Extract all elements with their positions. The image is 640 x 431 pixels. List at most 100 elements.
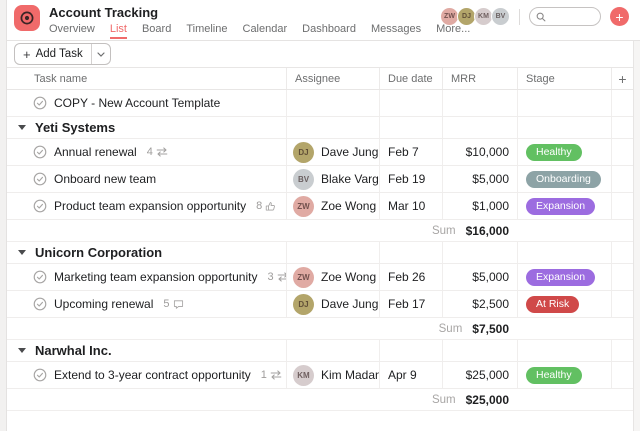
task-row[interactable]: Product team expansion opportunity 8 ZW Zoe…: [7, 193, 633, 220]
complete-task-icon[interactable]: [33, 172, 47, 186]
task-badge: 5: [163, 298, 183, 310]
mrr-cell[interactable]: $25,000: [443, 362, 518, 388]
extra-cell: [612, 90, 633, 116]
stage-cell[interactable]: Onboarding: [518, 166, 612, 192]
tab-timeline[interactable]: Timeline: [186, 23, 228, 35]
tab-messages[interactable]: Messages: [370, 23, 422, 35]
mrr-cell[interactable]: $5,000: [443, 264, 518, 290]
create-button[interactable]: +: [610, 7, 629, 26]
mrr-cell[interactable]: $10,000: [443, 139, 518, 165]
stage-cell[interactable]: Expansion: [518, 193, 612, 219]
mrr-cell[interactable]: [443, 90, 518, 116]
assignee-cell[interactable]: BV Blake Vargas: [287, 166, 380, 192]
due-date-cell[interactable]: Apr 9: [380, 362, 443, 388]
member-avatar[interactable]: BV: [491, 7, 510, 26]
assignee-cell[interactable]: DJ Dave Jung: [287, 139, 380, 165]
stage-pill[interactable]: Expansion: [526, 197, 596, 215]
due-date-cell[interactable]: [380, 90, 443, 116]
add-column-button[interactable]: +: [618, 70, 627, 87]
assignee-name: Zoe Wong: [321, 270, 377, 284]
stage-cell[interactable]: At Risk: [518, 291, 612, 317]
mrr-cell[interactable]: $1,000: [443, 193, 518, 219]
stage-cell[interactable]: Healthy: [518, 362, 612, 388]
tab-more[interactable]: More...: [436, 23, 471, 35]
due-date-cell[interactable]: Feb 26: [380, 264, 443, 290]
empty-cell: [287, 242, 380, 263]
assignee-name: Dave Jung: [321, 145, 379, 159]
task-row[interactable]: Upcoming renewal 5 DJ Dave Jung Feb 17 $2,500…: [7, 291, 633, 318]
column-header-stage[interactable]: Stage: [518, 68, 612, 89]
stage-pill[interactable]: Healthy: [526, 366, 582, 384]
stage-cell[interactable]: Expansion: [518, 264, 612, 290]
tab-overview[interactable]: Overview: [49, 23, 95, 35]
section-row: Unicorn Corporation: [7, 242, 633, 264]
search-icon: [536, 12, 546, 21]
collapse-section-icon[interactable]: [18, 250, 26, 255]
task-row[interactable]: Annual renewal 4 DJ Dave Jung Feb 7 $10,000 He…: [7, 139, 633, 166]
subtask-icon: [277, 272, 286, 282]
empty-cell: [612, 117, 633, 138]
stage-pill[interactable]: Onboarding: [526, 170, 601, 188]
assignee-avatar: BV: [293, 168, 314, 190]
assignee-name: Dave Jung: [321, 297, 379, 311]
complete-task-icon[interactable]: [33, 368, 47, 382]
section-header[interactable]: Yeti Systems: [7, 117, 287, 138]
collapse-section-icon[interactable]: [18, 348, 26, 353]
mrr-cell[interactable]: $2,500: [443, 291, 518, 317]
complete-task-icon[interactable]: [33, 145, 47, 159]
mrr-cell[interactable]: $5,000: [443, 166, 518, 192]
tab-dashboard[interactable]: Dashboard: [302, 23, 356, 35]
section-name: Yeti Systems: [35, 120, 116, 135]
like-icon: [265, 201, 276, 212]
stage-pill[interactable]: Healthy: [526, 143, 582, 161]
assignee-cell[interactable]: ZW Zoe Wong: [287, 264, 380, 290]
column-header-due-date[interactable]: Due date: [380, 68, 443, 89]
empty-cell: [287, 340, 380, 361]
task-badge: 3: [267, 271, 286, 283]
tab-calendar[interactable]: Calendar: [242, 23, 288, 35]
search-input[interactable]: [550, 11, 594, 22]
stage-pill[interactable]: At Risk: [526, 295, 580, 313]
sum-label: Sum: [438, 322, 463, 335]
add-task-dropdown[interactable]: [92, 44, 110, 64]
column-header-mrr[interactable]: MRR: [443, 68, 518, 89]
section-header[interactable]: Unicorn Corporation: [7, 242, 287, 263]
due-date-cell[interactable]: Mar 10: [380, 193, 443, 219]
sidebar-edge: [0, 0, 7, 431]
complete-task-icon[interactable]: [33, 297, 47, 311]
complete-task-icon[interactable]: [33, 199, 47, 213]
add-task-button[interactable]: + Add Task: [14, 43, 111, 65]
column-header-assignee[interactable]: Assignee: [287, 68, 380, 89]
stage-pill[interactable]: Expansion: [526, 268, 596, 286]
assignee-cell[interactable]: ZW Zoe Wong: [287, 193, 380, 219]
complete-task-icon[interactable]: [33, 270, 47, 284]
task-name-cell[interactable]: Onboard new team: [7, 166, 287, 192]
task-row[interactable]: Onboard new team BV Blake VargasFeb 19$5,0…: [7, 166, 633, 193]
assignee-cell[interactable]: DJ Dave Jung: [287, 291, 380, 317]
stage-cell[interactable]: Healthy: [518, 139, 612, 165]
task-name-cell[interactable]: Extend to 3-year contract opportunity 1: [7, 362, 287, 388]
task-row[interactable]: Extend to 3-year contract opportunity 1 KM…: [7, 362, 633, 389]
task-row[interactable]: Marketing team expansion opportunity 3 ZW Z…: [7, 264, 633, 291]
tab-list[interactable]: List: [109, 23, 127, 39]
assignee-cell[interactable]: KM Kim Madan: [287, 362, 380, 388]
task-name: Annual renewal: [54, 145, 137, 159]
task-name-cell[interactable]: Marketing team expansion opportunity 3: [7, 264, 287, 290]
stage-cell[interactable]: [518, 90, 612, 116]
task-name-cell[interactable]: COPY - New Account Template: [7, 90, 287, 116]
badge-count: 4: [146, 146, 153, 158]
due-date-cell[interactable]: Feb 19: [380, 166, 443, 192]
column-header-task-name[interactable]: Task name: [7, 68, 287, 89]
search-box[interactable]: [529, 7, 601, 26]
collapse-section-icon[interactable]: [18, 125, 26, 130]
section-header[interactable]: Narwhal Inc.: [7, 340, 287, 361]
tab-board[interactable]: Board: [141, 23, 172, 35]
due-date-cell[interactable]: Feb 7: [380, 139, 443, 165]
assignee-cell[interactable]: [287, 90, 380, 116]
task-name-cell[interactable]: Product team expansion opportunity 8: [7, 193, 287, 219]
task-name-cell[interactable]: Annual renewal 4: [7, 139, 287, 165]
task-row[interactable]: COPY - New Account Template: [7, 90, 633, 117]
task-name-cell[interactable]: Upcoming renewal 5: [7, 291, 287, 317]
complete-task-icon[interactable]: [33, 96, 47, 110]
due-date-cell[interactable]: Feb 17: [380, 291, 443, 317]
